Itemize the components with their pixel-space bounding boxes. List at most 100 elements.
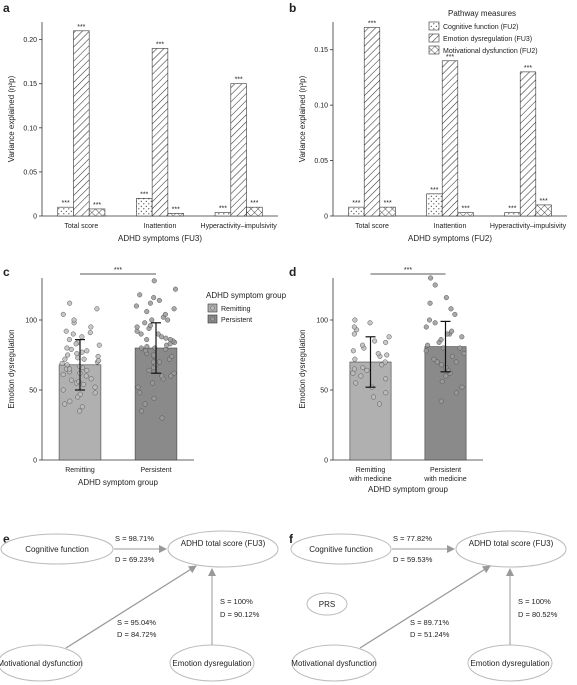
edge-motivational-adhd-f [359,565,491,649]
a-ytick-label: 0.05 [23,169,37,176]
b-bar [348,206,365,217]
b-sig-label: *** [384,200,392,207]
symptom-group-legend: ADHD symptom group Remitting Persistent [206,291,287,324]
c-data-point [159,373,165,379]
d-data-point [432,320,438,326]
node-label-adhd-f: ADHD total score (FU3) [469,539,554,548]
d-y-axis-title: Emotion dysregulation [298,329,307,408]
b-bar [426,193,443,217]
d-data-point [375,351,381,357]
c-data-point [94,306,100,312]
node-adhd-f [455,530,567,568]
d-data-point [432,282,438,288]
d-data-point [426,317,433,323]
c-data-point [134,324,140,330]
path-diagram-f: Cognitive function ADHD total score (FU3… [290,530,567,682]
c-x-axis-title: ADHD symptom group [78,478,159,487]
node-label-emotion-f: Emotion dysregulation [470,659,549,668]
chart-panel-b: 0 0.05 0.10 0.15 Variance explained (η²p) ADH… [298,21,567,243]
c-ytick-label: 0 [33,458,37,465]
c-data-point [81,381,87,387]
c-data-point [67,300,73,306]
a-sig-label: *** [219,205,227,212]
c-data-point [165,317,171,323]
edge-label-s-cog-e: S = 98.71% [115,534,154,543]
node-adhd-e [167,530,279,568]
panel-label-a: a [3,1,10,15]
c-data-point [167,337,173,343]
edge-label-d-mot-f: D = 51.24% [410,630,450,639]
edge-label-d-cog-e: D = 69.23% [115,555,155,564]
c-y-axis-title: Emotion dysregulation [7,329,16,408]
c-data-point [88,376,94,382]
a-y-axis-title: Variance explained (η²p) [7,75,16,162]
c-data-point [171,370,177,376]
c-data-point [70,331,76,337]
legend-swatch-emotion [428,33,440,43]
c-data-point [147,300,153,306]
d-data-point [438,398,444,404]
chart-panel-c: 0 50 100 Emotion dysregulation Remitting Pers… [7,267,194,487]
d-data-point [438,337,444,343]
panel-label-c: c [3,265,10,279]
c-data-point [151,395,157,401]
c-data-point [92,384,98,390]
d-sig-label: *** [404,267,412,274]
b-sig-label: *** [352,200,360,207]
d-data-point [382,359,388,365]
c-data-point [73,341,79,347]
b-bar [363,27,381,217]
a-x-axis-title: ADHD symptoms (FU3) [118,234,202,243]
node-prs-f [306,592,348,616]
c-data-point [66,366,73,372]
d-data-point [427,300,433,306]
b-bar [504,212,521,217]
b-bar [379,206,396,217]
c-category-label: Remitting [65,467,95,474]
a-sig-label: *** [235,77,243,84]
d-data-point [453,359,459,365]
c-data-point [151,359,157,365]
a-sig-label: *** [140,191,148,198]
c-data-point [83,373,89,379]
legend-label-remitting: Remitting [221,306,251,313]
c-data-point [162,311,168,317]
d-data-point [459,384,465,390]
panel-label-e: e [3,532,10,546]
d-data-point [448,306,454,312]
c-data-point [156,297,162,303]
a-sig-label: *** [172,206,180,213]
edge-label-d-cog-f: D = 59.53% [393,555,433,564]
node-label-adhd-e-text: ADHD total score (FU3) [181,539,266,548]
c-data-point [135,384,141,390]
a-sig-label: *** [156,41,164,48]
a-bar [167,213,184,217]
c-category-label: Persistent [140,467,171,474]
b-category-label: Hyperactivity–impulsivity [490,223,567,230]
d-data-point [376,401,383,407]
a-sig-label: *** [250,200,258,207]
a-ytick-label: 0 [33,214,37,221]
b-sig-label: *** [524,65,532,72]
d-ytick-label: 50 [320,388,328,395]
d-data-point [443,295,449,301]
c-data-point [151,352,157,358]
legend-label-persistent: Persistent [221,317,252,324]
d-data-point [370,394,377,400]
node-label-adhd-f-text: ADHD total score (FU3) [469,539,554,548]
c-data-point [64,345,70,351]
a-bar [214,212,232,217]
c-data-point [151,278,157,284]
d-data-point [364,367,370,373]
c-data-point [144,344,150,350]
c-data-point [60,372,66,378]
c-data-point [92,390,98,396]
c-data-point [87,330,93,336]
node-label-motivational-e: Motivational dysfunction [0,659,83,668]
d-data-point [425,342,431,348]
d-data-point [438,362,445,368]
edge-label-s-emo-e: S = 100% [220,597,253,606]
c-data-point [62,356,68,362]
c-data-point [138,331,144,337]
d-data-point [461,351,467,357]
